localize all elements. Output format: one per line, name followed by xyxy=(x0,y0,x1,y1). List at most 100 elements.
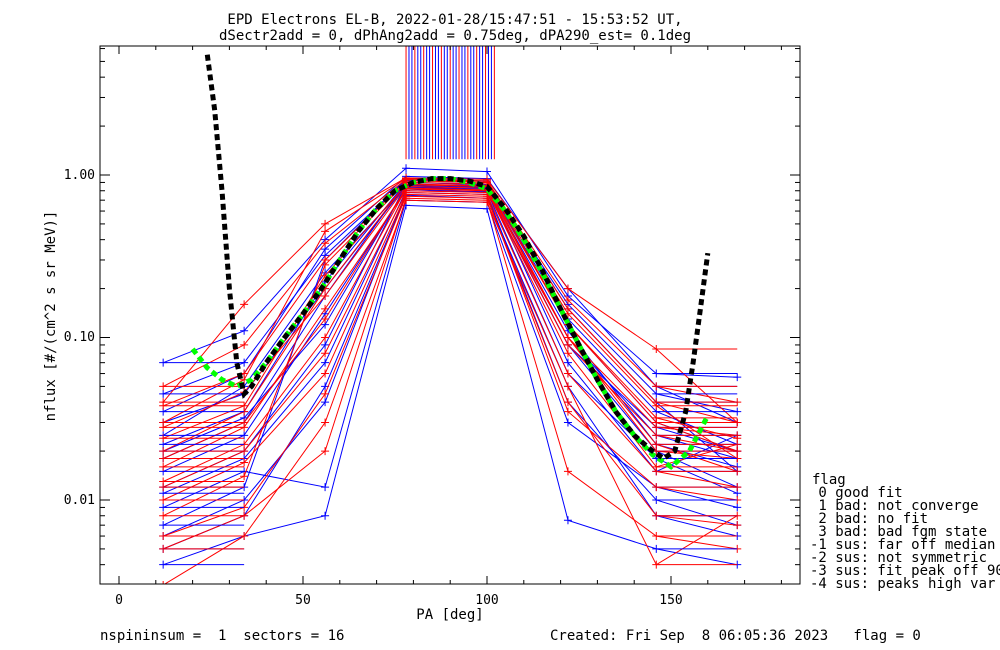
series-line xyxy=(163,185,738,459)
series-line xyxy=(163,184,738,439)
data-point-cross xyxy=(321,398,330,407)
legend-entry-0: 0 good fit xyxy=(810,485,903,501)
x-tick-label-150: 150 xyxy=(659,593,682,608)
series-line xyxy=(162,183,738,452)
series-line xyxy=(162,190,738,472)
data-point-cross xyxy=(321,227,330,236)
data-point-cross xyxy=(321,333,330,342)
data-point-cross xyxy=(402,176,411,185)
data-point-cross xyxy=(240,326,249,335)
data-point-cross xyxy=(733,503,742,512)
series-line xyxy=(162,181,738,517)
series-line xyxy=(162,188,738,482)
data-point-cross xyxy=(321,418,330,427)
legend-entry-5: -2 sus: not symmetric xyxy=(810,550,987,566)
series-line xyxy=(162,177,738,423)
data-point-cross xyxy=(563,382,572,391)
data-point-cross xyxy=(733,373,742,382)
legend-entry-4: -1 sus: far off median xyxy=(810,537,995,553)
series-line xyxy=(162,178,738,403)
y-tick-label-0.10: 0.10 xyxy=(64,330,95,345)
green-fit-curve xyxy=(190,176,711,470)
series-line xyxy=(163,199,738,584)
series-line xyxy=(162,188,738,472)
series-line xyxy=(163,167,738,378)
data-point-cross xyxy=(321,219,330,228)
data-point-cross xyxy=(402,192,411,201)
y-tick-label-1.00: 1.00 xyxy=(64,168,95,183)
black-fit-curve xyxy=(204,54,711,462)
series-line xyxy=(163,186,738,452)
data-point-cross xyxy=(240,472,249,481)
data-point-cross xyxy=(321,511,330,520)
data-point-cross xyxy=(483,194,491,203)
series-line xyxy=(162,191,738,537)
data-point-cross xyxy=(321,340,330,349)
data-point-cross xyxy=(563,398,572,407)
series-line xyxy=(162,193,738,501)
data-point-cross xyxy=(563,516,572,525)
series-line xyxy=(162,183,738,488)
series-line xyxy=(162,185,738,488)
y-tick-label-0.01: 0.01 xyxy=(64,493,95,508)
series-line xyxy=(163,180,738,423)
legend-entry-2: 2 bad: no fit xyxy=(810,511,928,527)
series-line xyxy=(162,175,738,423)
data-layer xyxy=(159,46,742,584)
legend-entry-7: -4 sus: peaks high var xyxy=(810,576,995,592)
data-point-cross xyxy=(563,358,572,367)
data-point-cross xyxy=(563,304,572,313)
data-point-cross xyxy=(563,369,572,378)
data-point-cross xyxy=(162,580,164,584)
series-line xyxy=(162,187,738,459)
series-line xyxy=(163,181,738,445)
data-point-cross xyxy=(321,304,330,313)
data-point-cross xyxy=(321,483,330,492)
data-point-cross xyxy=(240,458,249,467)
data-point-cross xyxy=(563,333,572,342)
data-point-cross xyxy=(321,255,330,264)
legend-entry-3: 3 bad: bad fgm state xyxy=(810,524,987,540)
data-point-cross xyxy=(563,349,572,358)
legend-title: flag xyxy=(812,472,846,488)
series-line xyxy=(163,197,738,550)
footer-nspin-sectors: nspininsum = 1 sectors = 16 xyxy=(100,628,344,644)
x-tick-label-100: 100 xyxy=(475,593,498,608)
series-line xyxy=(162,178,738,526)
axis-ticks xyxy=(100,46,800,584)
series-line xyxy=(162,191,738,488)
data-point-cross xyxy=(240,340,249,349)
data-point-cross xyxy=(733,521,742,530)
data-point-cross xyxy=(563,296,572,305)
data-point-cross xyxy=(563,284,572,293)
y-axis-label: nflux [#/(cm^2 s sr MeV)] xyxy=(43,211,59,422)
chart-title-line-1: EPD Electrons EL-B, 2022-01-28/15:47:51 … xyxy=(227,12,682,28)
data-point-cross xyxy=(563,340,572,349)
legend-entry-6: -3 sus: fit peak off 90 xyxy=(810,563,1000,579)
clipped-data xyxy=(159,46,742,584)
data-point-cross xyxy=(563,467,572,476)
data-point-cross xyxy=(240,300,249,309)
chart-title-line-2: dSectr2add = 0, dPhAng2add = 0.75deg, dP… xyxy=(219,28,691,44)
series-line xyxy=(163,185,738,468)
footer-created-flag: Created: Fri Sep 8 06:05:36 2023 flag = … xyxy=(550,628,921,644)
series-line xyxy=(163,195,738,537)
data-point-cross xyxy=(321,349,330,358)
data-point-cross xyxy=(321,292,330,301)
series-line xyxy=(163,179,738,413)
data-point-cross xyxy=(483,167,491,176)
data-point-cross xyxy=(321,389,330,398)
data-point-cross xyxy=(321,239,330,248)
x-tick-label-50: 50 xyxy=(295,593,311,608)
series-line xyxy=(163,194,738,550)
data-point-cross xyxy=(321,447,330,456)
data-point-cross xyxy=(402,164,411,173)
data-point-cross xyxy=(563,407,572,416)
data-point-cross xyxy=(563,418,572,427)
series-line xyxy=(162,199,738,508)
data-point-cross xyxy=(321,314,330,323)
legend-entry-1: 1 bad: not converge xyxy=(810,498,979,514)
data-point-cross xyxy=(321,358,330,367)
